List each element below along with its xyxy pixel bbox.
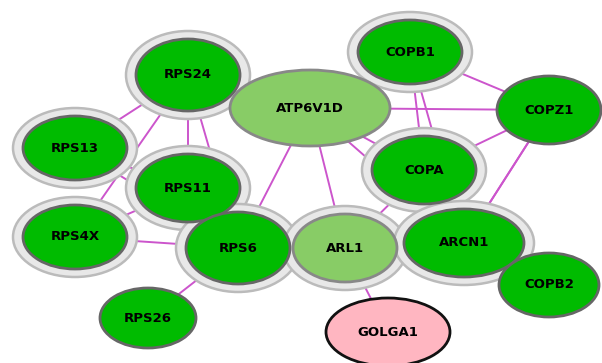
Text: RPS24: RPS24 <box>164 69 212 82</box>
Ellipse shape <box>23 116 127 180</box>
Ellipse shape <box>23 205 127 269</box>
Ellipse shape <box>126 146 250 230</box>
Ellipse shape <box>394 201 534 285</box>
Ellipse shape <box>499 253 599 317</box>
Text: ATP6V1D: ATP6V1D <box>276 102 344 114</box>
Ellipse shape <box>283 206 407 290</box>
Ellipse shape <box>372 136 476 204</box>
Text: ARCN1: ARCN1 <box>439 237 489 249</box>
Ellipse shape <box>136 154 240 222</box>
Text: GOLGA1: GOLGA1 <box>358 326 418 339</box>
Text: RPS4X: RPS4X <box>51 231 99 244</box>
Text: RPS11: RPS11 <box>164 182 212 195</box>
Text: ARL1: ARL1 <box>326 241 364 254</box>
Text: COPZ1: COPZ1 <box>524 103 574 117</box>
Ellipse shape <box>13 197 137 277</box>
Ellipse shape <box>136 39 240 111</box>
Text: COPB2: COPB2 <box>524 278 574 291</box>
Text: COPB1: COPB1 <box>385 45 435 58</box>
Text: RPS6: RPS6 <box>219 241 258 254</box>
Ellipse shape <box>404 209 524 277</box>
Ellipse shape <box>176 204 300 292</box>
Ellipse shape <box>293 214 397 282</box>
Ellipse shape <box>497 76 601 144</box>
Ellipse shape <box>100 288 196 348</box>
Ellipse shape <box>186 212 290 284</box>
Ellipse shape <box>230 70 390 146</box>
Text: COPA: COPA <box>404 163 444 176</box>
Ellipse shape <box>326 298 450 363</box>
Text: RPS13: RPS13 <box>51 142 99 155</box>
Ellipse shape <box>126 31 250 119</box>
Text: RPS26: RPS26 <box>124 311 172 325</box>
Ellipse shape <box>348 12 472 92</box>
Ellipse shape <box>13 108 137 188</box>
Ellipse shape <box>362 128 486 212</box>
Ellipse shape <box>358 20 462 84</box>
